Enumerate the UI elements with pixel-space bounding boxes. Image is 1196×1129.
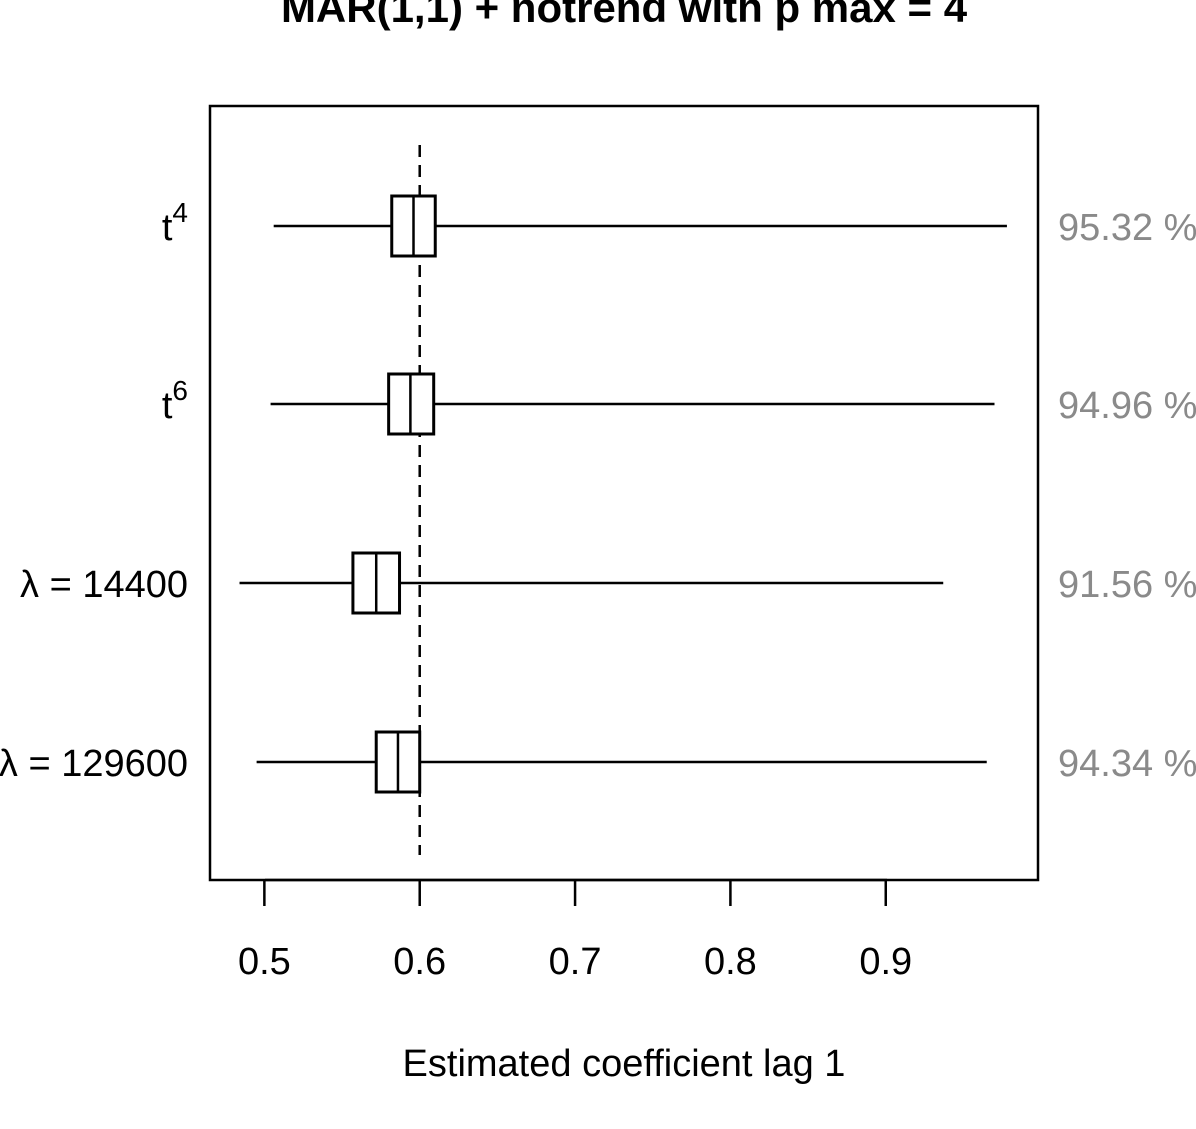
plot-frame bbox=[208, 104, 1040, 882]
chart-title: MAR(1,1) + notrend with p max = 4 bbox=[281, 0, 968, 31]
forest-row: t6 94.96 % bbox=[162, 372, 1196, 436]
forest-row: t4 95.32 % bbox=[162, 194, 1196, 258]
x-tick-label: 0.9 bbox=[859, 941, 912, 983]
x-tick-label: 0.7 bbox=[549, 941, 602, 983]
x-tick-label: 0.5 bbox=[238, 941, 291, 983]
row-label: t4 bbox=[162, 197, 188, 249]
x-tick-label: 0.8 bbox=[704, 941, 757, 983]
coverage-label: 94.96 % bbox=[1058, 385, 1196, 427]
coverage-label: 91.56 % bbox=[1058, 564, 1196, 606]
row-label: λ = 14400 bbox=[20, 564, 188, 606]
coverage-label: 95.32 % bbox=[1058, 207, 1196, 249]
row-label: λ = 129600 bbox=[0, 743, 188, 785]
forest-row: λ = 14400 91.56 % bbox=[20, 551, 1196, 615]
forest-row: λ = 129600 94.34 % bbox=[0, 730, 1196, 794]
x-tick-label: 0.6 bbox=[393, 941, 446, 983]
x-axis-title: Estimated coefficient lag 1 bbox=[403, 1043, 846, 1085]
coverage-label: 94.34 % bbox=[1058, 743, 1196, 785]
row-label: t6 bbox=[162, 375, 188, 427]
